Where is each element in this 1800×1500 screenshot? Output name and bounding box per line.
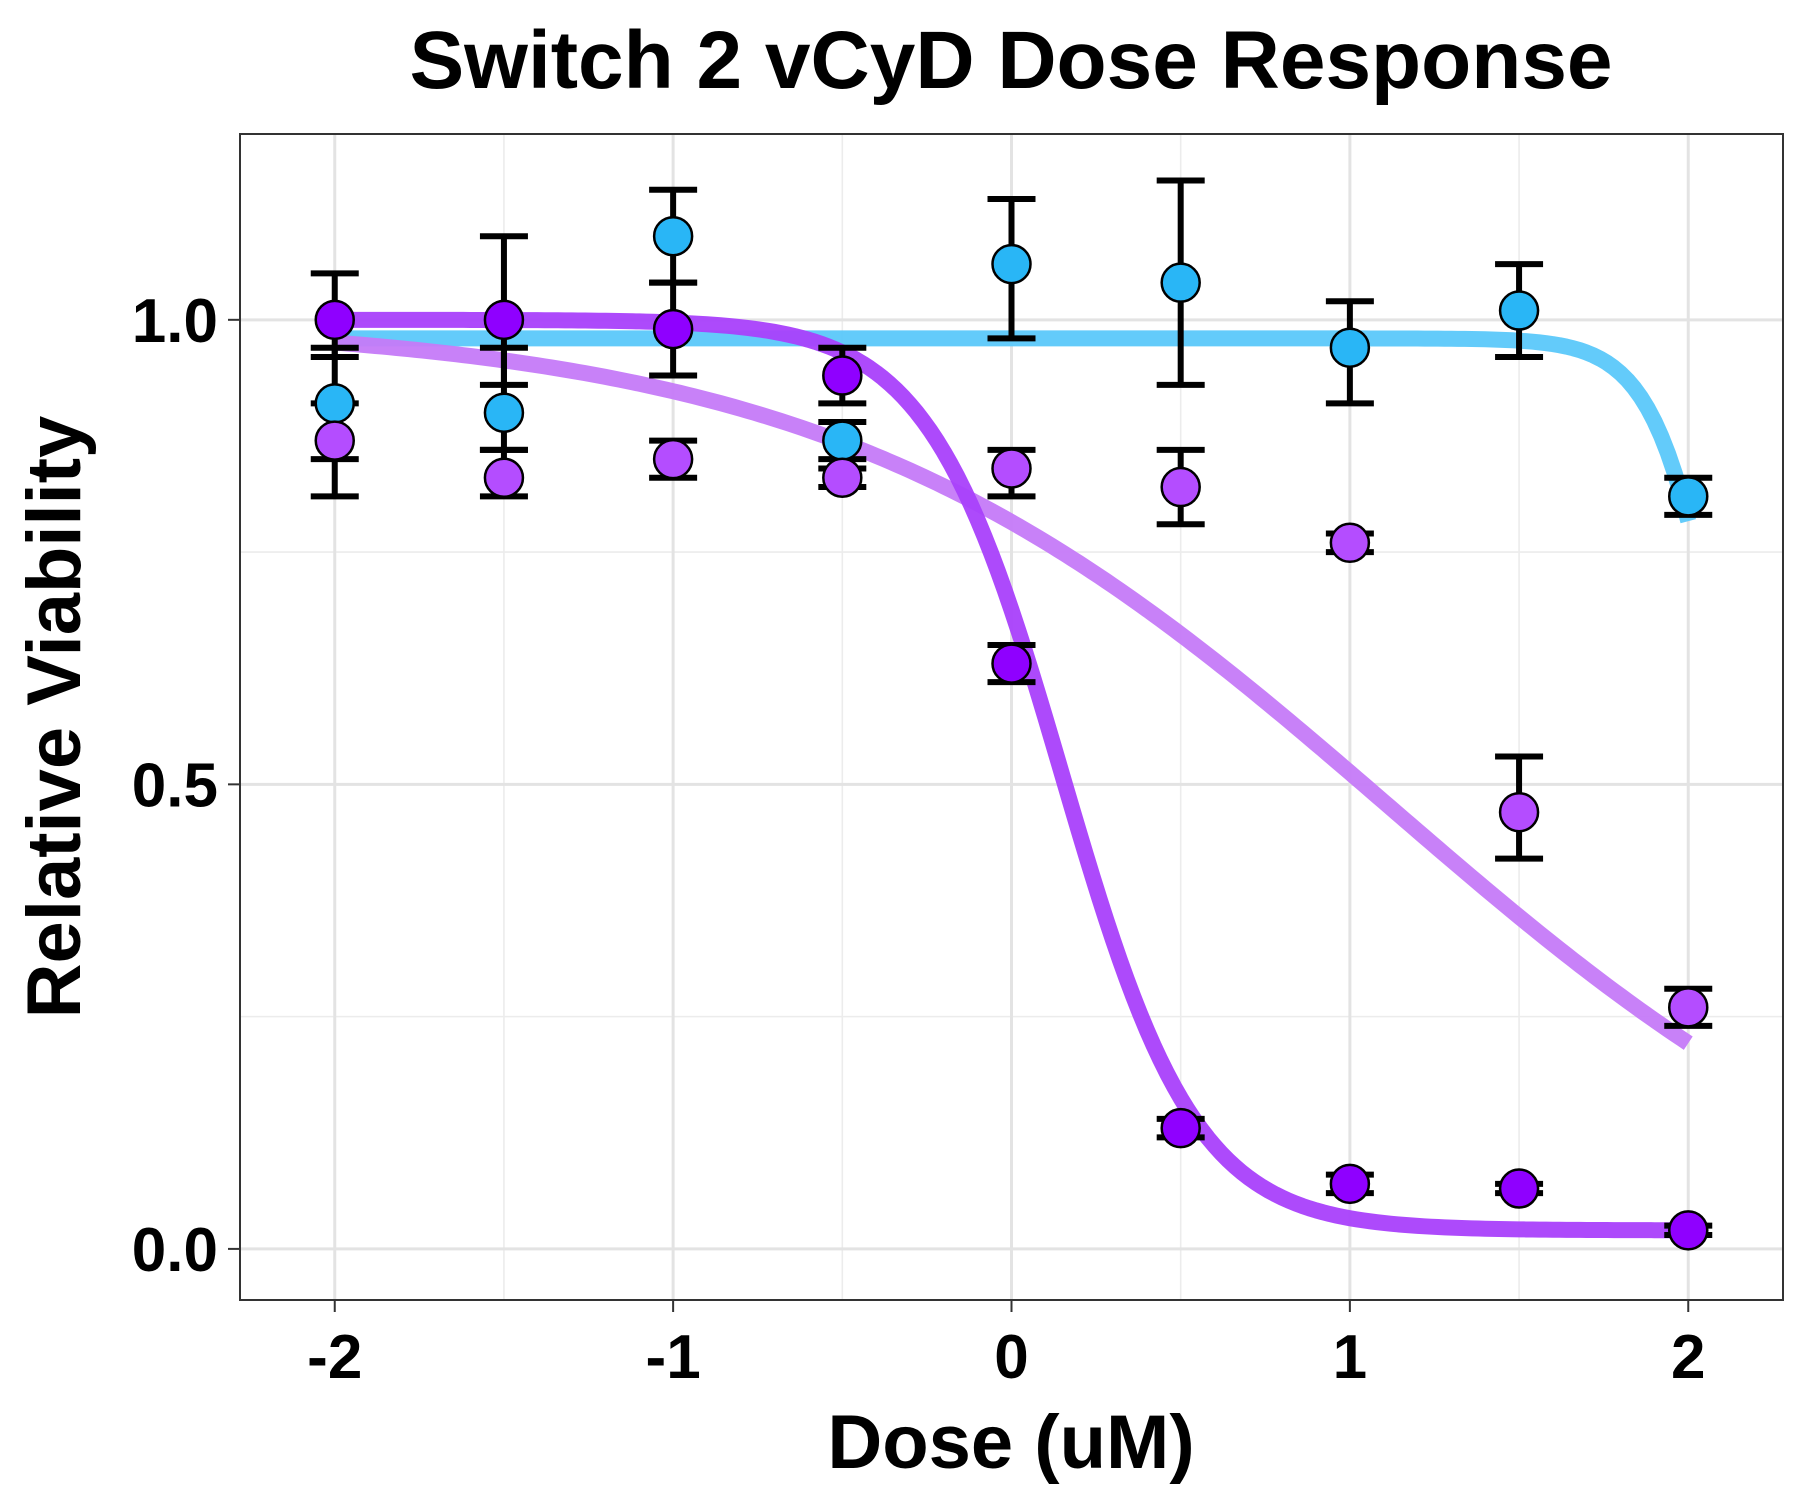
data-point	[822, 457, 863, 499]
data-point	[483, 392, 525, 433]
data-point	[1498, 290, 1540, 331]
fit-curve-2	[333, 334, 1693, 1050]
y-tick-label: 0.0	[132, 1216, 218, 1285]
data-point	[652, 308, 694, 350]
data-point	[314, 383, 355, 424]
data-points	[314, 215, 1709, 1251]
chart-title: Switch 2 vCyD Dose Response	[409, 15, 1612, 106]
x-tick-label: 2	[1671, 1323, 1705, 1392]
data-point	[652, 438, 694, 480]
data-point	[1160, 1107, 1201, 1149]
data-point	[1160, 262, 1201, 303]
data-point	[652, 215, 694, 257]
data-point	[483, 457, 525, 499]
data-point	[1668, 1210, 1709, 1251]
x-axis-label: Dose (uM)	[827, 1400, 1194, 1485]
data-point	[314, 420, 355, 461]
data-point	[1668, 987, 1709, 1028]
data-point	[1329, 327, 1371, 368]
data-point	[822, 420, 863, 461]
x-axis-ticks: -2 -1 0 1 2	[307, 1300, 1705, 1392]
data-point	[483, 299, 525, 341]
x-tick-label: 0	[994, 1323, 1028, 1392]
y-tick-label: 0.5	[132, 751, 218, 820]
data-point	[1498, 791, 1540, 833]
data-point	[991, 643, 1032, 684]
data-point	[1498, 1168, 1540, 1209]
y-axis-ticks: 0.0 0.5 1.0	[132, 287, 240, 1285]
data-point	[1668, 476, 1709, 517]
data-point	[1329, 1163, 1371, 1205]
data-point	[991, 448, 1032, 489]
x-tick-label: -1	[646, 1323, 701, 1392]
data-point	[1329, 522, 1371, 564]
y-tick-label: 1.0	[132, 287, 218, 356]
x-tick-label: -2	[307, 1323, 362, 1392]
data-point	[822, 355, 863, 396]
data-point	[314, 299, 355, 341]
fit-curve-3	[333, 311, 1690, 1239]
y-axis-label: Relative Viability	[12, 416, 97, 1019]
data-point	[991, 243, 1032, 285]
x-tick-label: 1	[1333, 1323, 1367, 1392]
data-point	[1160, 466, 1201, 508]
